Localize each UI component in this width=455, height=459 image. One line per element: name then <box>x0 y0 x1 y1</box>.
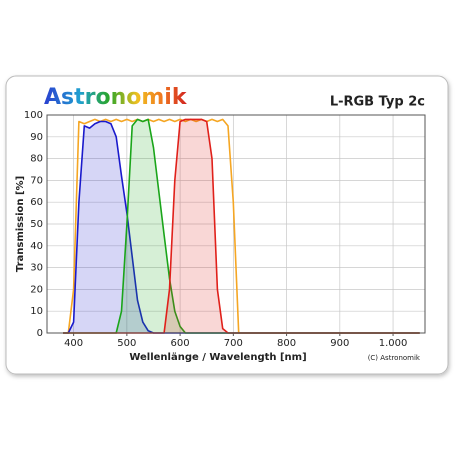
copyright: (C) Astronomik <box>368 354 421 362</box>
plot-border <box>46 114 426 334</box>
x-tick-label: 500 <box>117 338 136 349</box>
y-tick-label: 40 <box>30 241 43 252</box>
area <box>63 119 420 334</box>
logo: Astronomik <box>44 85 188 110</box>
x-tick-label: 700 <box>224 338 243 349</box>
y-tick-label: 10 <box>30 306 43 317</box>
y-tick-label: 50 <box>30 219 43 230</box>
y-tick-label: 60 <box>30 197 43 208</box>
y-axis-label: Transmission [%] <box>15 176 26 272</box>
y-tick-label: 90 <box>30 132 43 143</box>
y-tick-label: 0 <box>37 328 43 339</box>
x-tick-label: 900 <box>330 338 349 349</box>
area <box>63 121 420 333</box>
x-tick-label: 800 <box>277 338 296 349</box>
x-axis-label: Wellenlänge / Wavelength [nm] <box>129 352 306 363</box>
chart-title: L-RGB Typ 2c <box>330 95 425 110</box>
plot-area: 0 10 20 30 40 50 60 70 80 90 100 400 500 600 700 800 900… <box>24 110 426 349</box>
y-tick-label: 20 <box>30 284 43 295</box>
y-tick-label: 100 <box>24 110 43 121</box>
x-tick-label: 1.000 <box>379 338 408 349</box>
y-tick-label: 80 <box>30 154 43 165</box>
y-tick-label: 70 <box>30 175 43 186</box>
x-tick-label: 400 <box>64 338 83 349</box>
y-tick-label: 30 <box>30 263 43 274</box>
x-tick-label: 600 <box>171 338 190 349</box>
